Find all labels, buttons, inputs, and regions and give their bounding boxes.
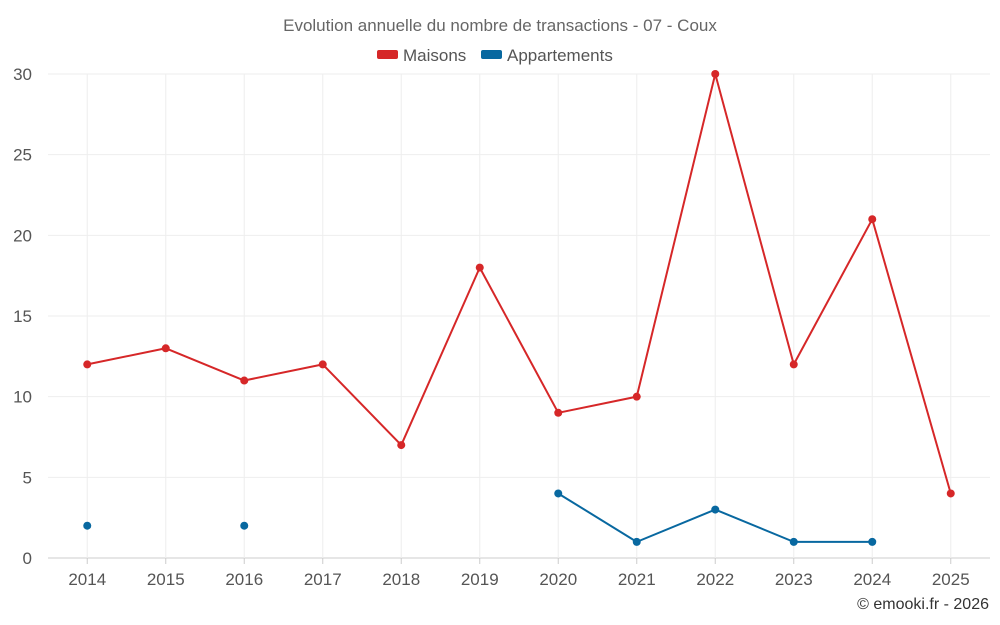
data-point-maisons[interactable] [240,376,249,385]
y-tick-label: 0 [23,549,32,568]
x-axis: 2014 2015 2016 2017 2018 2019 2020 2021 2022 2023… [68,558,970,589]
data-point-maisons[interactable] [83,360,92,369]
y-tick-label: 25 [13,146,32,165]
series-appartements [83,489,877,546]
y-tick-label: 30 [13,65,32,84]
data-point-maisons[interactable] [711,70,720,78]
data-point-appartements[interactable] [83,521,92,530]
data-point-maisons[interactable] [475,263,484,272]
data-point-maisons[interactable] [318,360,327,369]
x-tick-label: 2017 [304,570,342,589]
y-tick-label: 10 [13,388,32,407]
y-axis: 0 5 10 15 20 25 30 [13,65,32,568]
legend: Maisons Appartements [377,46,613,65]
x-tick-label: 2020 [539,570,577,589]
data-point-maisons[interactable] [397,441,406,450]
x-tick-label: 2014 [68,570,106,589]
series-maisons [83,70,955,498]
data-point-appartements[interactable] [240,521,249,530]
data-point-maisons[interactable] [161,344,170,353]
legend-swatch-appartements [481,50,502,59]
x-tick-label: 2023 [775,570,813,589]
x-tick-label: 2021 [618,570,656,589]
y-tick-label: 5 [23,468,32,487]
gridlines [48,73,990,559]
credit-text: © emooki.fr - 2026 [857,596,989,613]
y-tick-label: 20 [13,226,32,245]
data-point-appartements[interactable] [632,537,641,546]
series-line-maisons [87,73,952,494]
y-tick-label: 15 [13,307,32,326]
legend-item-maisons[interactable]: Maisons [403,46,466,65]
data-point-appartements[interactable] [789,537,798,546]
x-tick-label: 2015 [147,570,185,589]
data-point-maisons[interactable] [554,408,563,417]
series-group [83,70,955,546]
data-point-maisons[interactable] [632,392,641,401]
data-point-maisons[interactable] [868,215,877,224]
x-tick-label: 2024 [853,570,891,589]
legend-swatch-maisons [377,50,398,59]
chart-title: Evolution annuelle du nombre de transact… [283,16,717,35]
legend-item-appartements[interactable]: Appartements [507,46,613,65]
data-point-appartements[interactable] [868,537,877,546]
data-point-appartements[interactable] [711,505,720,514]
x-tick-label: 2025 [932,570,970,589]
data-point-maisons[interactable] [946,489,955,498]
data-point-appartements[interactable] [554,489,563,498]
data-point-maisons[interactable] [789,360,798,369]
x-tick-label: 2022 [696,570,734,589]
x-tick-label: 2018 [382,570,420,589]
x-tick-label: 2016 [225,570,263,589]
x-tick-label: 2019 [461,570,499,589]
